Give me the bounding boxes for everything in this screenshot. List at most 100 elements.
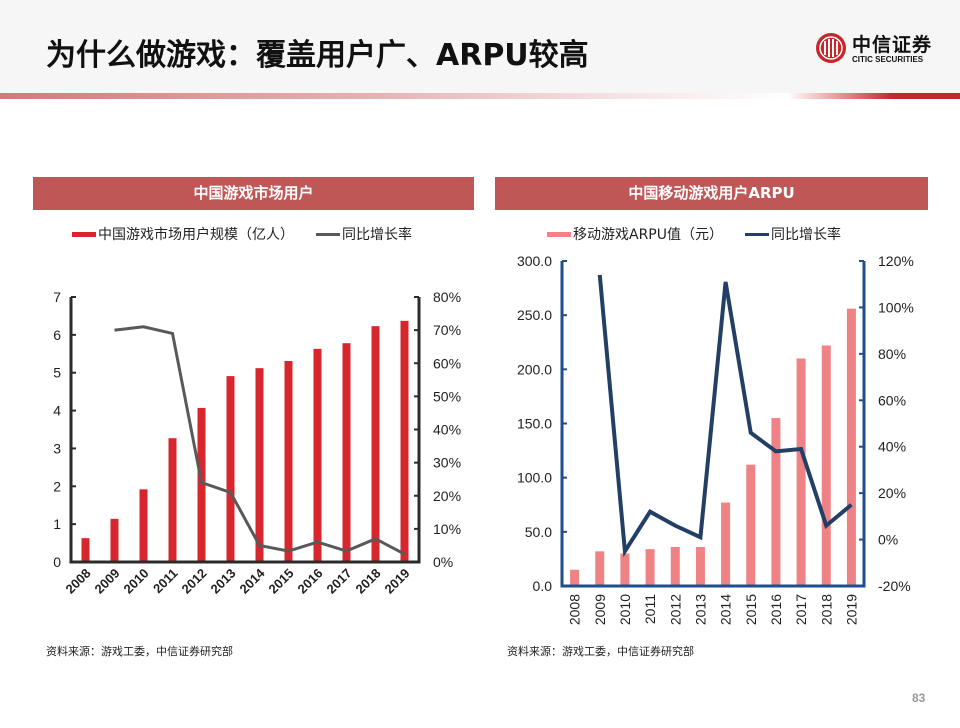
right-tick-label: 10% [433,521,461,537]
right-tick-label: 20% [433,488,461,504]
x-tick-label: 2016 [295,566,326,597]
right-tick-label: 50% [433,388,461,404]
left-tick-label: 6 [53,327,61,343]
page-number: 83 [912,691,926,705]
bar-2016 [313,348,322,562]
bar-2017 [796,358,806,586]
left-tick-label: 3 [53,440,61,456]
legend-line-swatch [316,232,340,236]
bar-2013 [695,547,705,586]
right-tick-label: 0% [433,554,453,570]
bar-2014 [721,502,731,586]
left-tick-label: 7 [53,289,61,305]
x-tick-label: 2013 [208,566,239,597]
right-tick-label: 0% [878,532,898,548]
legend-line-swatch [745,232,769,236]
left-tick-label: 5 [53,365,61,381]
right-source: 资料来源：游戏工委，中信证券研究部 [507,645,694,658]
bar-2012 [670,547,680,586]
x-tick-label: 2018 [818,594,834,625]
left-tick-label: 1 [53,516,61,532]
bar-2018 [821,345,831,586]
right-tick-label: 40% [878,439,906,455]
x-tick-label: 2008 [567,594,583,625]
right-tick-label: 40% [433,422,461,438]
bar-2011 [645,549,655,586]
x-tick-label: 2010 [121,566,152,597]
right-tick-label: 60% [433,355,461,371]
header-band [0,0,960,93]
bar-2009 [110,518,119,562]
right-legend: 移动游戏ARPU值（元） 同比增长率 [547,224,841,244]
legend-bar-label: 移动游戏ARPU值（元） [573,227,723,243]
right-tick-label: 60% [878,392,906,408]
bar-2008 [81,538,90,562]
left-tick-label: 250.0 [517,307,552,323]
left-tick-label: 4 [53,403,61,419]
x-tick-label: 2018 [353,566,384,597]
legend-line-label: 同比增长率 [342,227,412,243]
legend-bar-swatch [72,231,96,237]
citic-logo: 中信证券 CITIC SECURITIES [815,30,945,70]
x-tick-label: 2012 [667,594,683,625]
x-tick-label: 2015 [266,566,297,597]
x-tick-label: 2010 [617,594,633,625]
left-panel-title: 中国游戏市场用户 [33,177,474,210]
right-tick-label: 80% [878,346,906,362]
bar-2019 [846,308,856,586]
x-tick-label: 2012 [179,566,210,597]
bar-2015 [746,464,756,586]
page-title: 为什么做游戏：覆盖用户广、ARPU较高 [46,38,589,73]
x-tick-label: 2014 [237,565,269,597]
bar-2008 [570,569,580,586]
x-tick-label: 2009 [592,594,608,625]
left-tick-label: 0.0 [533,578,553,594]
right-tick-label: 100% [878,299,914,315]
legend-line-label: 同比增长率 [771,227,841,243]
x-tick-label: 2017 [793,594,809,625]
right-tick-label: -20% [878,578,911,594]
right-tick-label: 70% [433,322,461,338]
left-chart: 012345670%10%20%30%40%50%60%70%80%200820… [53,289,461,597]
bar-2013 [226,376,235,562]
left-tick-label: 100.0 [517,470,552,486]
x-tick-label: 2017 [324,566,355,597]
right-panel-title: 中国移动游戏用户ARPU [495,177,928,210]
bar-2012 [197,407,206,562]
left-tick-label: 300.0 [517,253,552,269]
x-tick-label: 2011 [642,594,658,624]
left-legend: 中国游戏市场用户规模（亿人） 同比增长率 [72,224,412,244]
logo-text-en: CITIC SECURITIES [852,55,924,64]
right-tick-label: 20% [878,485,906,501]
bar-2018 [371,326,380,562]
bar-2010 [620,553,630,586]
logo-text-cn: 中信证券 [852,34,933,56]
legend-bar-swatch [547,231,571,237]
bar-2016 [771,418,781,586]
right-tick-label: 120% [878,253,914,269]
x-tick-label: 2019 [843,594,859,625]
x-tick-label: 2013 [692,594,708,625]
x-tick-label: 2008 [63,566,94,597]
left-tick-label: 150.0 [517,416,552,432]
bar-2010 [139,489,148,562]
bar-2011 [168,438,177,562]
header-divider [0,93,960,99]
bar-2009 [595,551,605,586]
x-tick-label: 2011 [150,566,181,597]
x-tick-label: 2016 [768,594,784,625]
bar-2015 [284,360,293,562]
x-tick-label: 2015 [743,594,759,625]
bar-2014 [255,368,264,562]
right-chart: 0.0 50.0 100.0 150.0 200.0 250.0 300.0 -20% 0% 20… [517,253,914,625]
right-tick-label: 30% [433,455,461,471]
left-tick-label: 50.0 [525,524,552,540]
x-tick-label: 2019 [382,566,413,597]
bar-2017 [342,343,351,562]
left-tick-label: 0 [53,554,61,570]
left-source: 资料来源：游戏工委，中信证券研究部 [46,645,233,658]
left-tick-label: 200.0 [517,361,552,377]
left-tick-label: 2 [53,478,61,494]
citic-logo-icon [816,33,846,63]
legend-bar-label: 中国游戏市场用户规模（亿人） [98,227,294,243]
